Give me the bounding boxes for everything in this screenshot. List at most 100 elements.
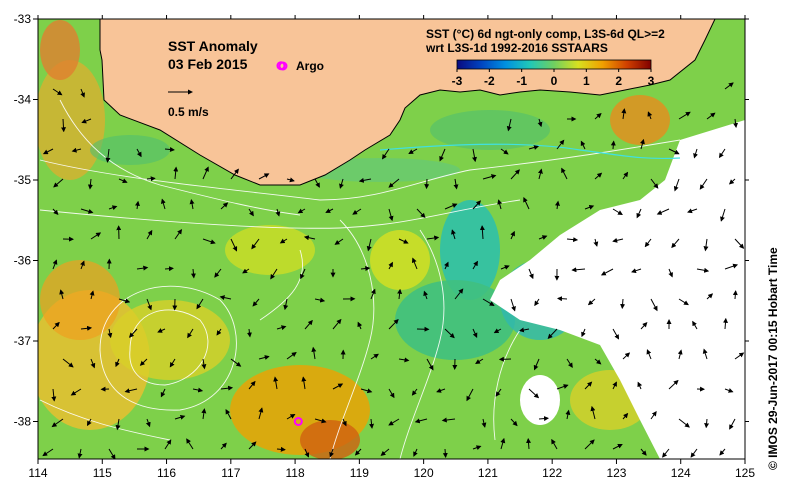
velocity-arrow xyxy=(612,237,624,243)
velocity-arrow xyxy=(636,208,642,219)
velocity-arrow xyxy=(510,230,515,240)
y-tick-label: -37 xyxy=(14,334,32,348)
x-tick-label: 114 xyxy=(28,466,47,480)
colorbar-legend: SST (°C) 6d ngt-only comp, L3S-6d QL>=2 … xyxy=(425,27,665,88)
velocity-arrow xyxy=(533,358,540,371)
velocity-arrow xyxy=(275,208,281,217)
velocity-arrow xyxy=(136,148,142,158)
velocity-arrow xyxy=(704,418,710,429)
velocity-arrow xyxy=(411,388,418,396)
velocity-arrow xyxy=(482,298,495,306)
velocity-arrow xyxy=(734,352,745,360)
no-data-areas xyxy=(490,120,745,459)
velocity-arrow xyxy=(702,348,708,360)
velocity-arrow xyxy=(52,208,59,216)
velocity-arrow xyxy=(668,268,673,278)
velocity-arrow xyxy=(201,358,207,370)
velocity-arrow xyxy=(186,438,194,450)
velocity-arrow xyxy=(729,418,736,430)
velocity-arrow xyxy=(453,178,459,190)
colorbar xyxy=(456,59,652,70)
velocity-arrow xyxy=(242,268,250,274)
velocity-arrow xyxy=(397,288,403,300)
velocity-arrow xyxy=(124,388,138,394)
velocity-arrow xyxy=(644,238,652,248)
velocity-arrow xyxy=(678,418,690,428)
velocity-arrow xyxy=(650,410,657,420)
velocity-arrow xyxy=(202,166,209,180)
velocity-arrow xyxy=(500,148,509,155)
velocity-arrow xyxy=(451,229,456,240)
velocity-arrow xyxy=(276,325,287,331)
velocity-arrow xyxy=(87,178,93,190)
velocity-arrow xyxy=(656,208,670,215)
velocity-arrow xyxy=(146,229,153,240)
velocity-arrow xyxy=(388,178,400,188)
velocity-arrow xyxy=(115,418,121,431)
velocity-arrow xyxy=(53,178,64,188)
velocity-arrow xyxy=(139,358,148,366)
velocity-arrow xyxy=(677,349,683,360)
velocity-arrow xyxy=(426,235,440,241)
velocity-arrow xyxy=(724,82,734,90)
velocity-arrow xyxy=(357,321,363,330)
velocity-arrow xyxy=(60,118,66,133)
velocity-arrow xyxy=(248,441,257,450)
velocity-arrow xyxy=(220,202,229,210)
velocity-arrow xyxy=(70,388,82,396)
velocity-arrow xyxy=(360,388,373,394)
velocity-arrow xyxy=(90,358,96,369)
velocity-arrow xyxy=(52,88,63,96)
velocity-arrow xyxy=(413,448,418,457)
velocity-arrow xyxy=(571,267,586,273)
velocity-arrow xyxy=(718,148,726,159)
velocity-arrow xyxy=(444,328,455,339)
velocity-arrow xyxy=(436,388,446,393)
velocity-arrow xyxy=(230,358,242,367)
velocity-arrow xyxy=(157,328,166,333)
velocity-arrow xyxy=(640,448,647,456)
velocity-arrow xyxy=(202,238,216,245)
velocity-arrow xyxy=(332,318,342,330)
velocity-arrow xyxy=(300,268,306,280)
velocity-arrow xyxy=(497,199,503,210)
velocity-arrow xyxy=(115,358,120,368)
velocity-arrow xyxy=(612,381,617,390)
velocity-arrow xyxy=(584,439,595,450)
velocity-arrow xyxy=(301,376,307,390)
velocity-arrow xyxy=(225,409,232,420)
velocity-arrow xyxy=(216,328,222,336)
velocity-arrow xyxy=(174,229,183,240)
velocity-arrow xyxy=(620,298,626,310)
velocity-arrow xyxy=(196,298,204,310)
velocity-arrow xyxy=(692,320,698,330)
x-tick-label: 120 xyxy=(414,466,434,480)
velocity-arrow xyxy=(51,418,64,428)
x-tick-label: 115 xyxy=(93,466,112,480)
velocity-arrow xyxy=(482,174,497,180)
velocity-arrow xyxy=(475,358,484,364)
velocity-arrow xyxy=(369,418,375,429)
velocity-arrow xyxy=(329,448,334,458)
velocity-arrow xyxy=(52,321,60,330)
velocity-arrow xyxy=(286,413,296,420)
map-frame xyxy=(37,18,746,460)
velocity-arrow xyxy=(523,196,530,210)
velocity-arrow xyxy=(258,407,264,420)
velocity-arrow xyxy=(587,298,596,306)
velocity-arrow xyxy=(303,235,316,241)
velocity-arrow xyxy=(145,418,151,428)
velocity-arrow xyxy=(537,118,543,128)
colorbar-tick-label: 2 xyxy=(615,74,622,88)
velocity-arrow xyxy=(388,388,395,399)
velocity-arrow xyxy=(646,349,652,360)
velocity-arrow xyxy=(360,266,371,271)
velocity-arrow xyxy=(354,448,362,456)
velocity-arrow xyxy=(311,346,317,360)
velocity-arrow xyxy=(556,296,568,302)
colorbar-tick-label: -3 xyxy=(452,74,463,88)
velocity-arrow xyxy=(442,448,448,459)
velocity-arrow xyxy=(52,259,58,270)
velocity-arrow xyxy=(164,266,174,272)
velocity-arrow xyxy=(270,268,278,280)
